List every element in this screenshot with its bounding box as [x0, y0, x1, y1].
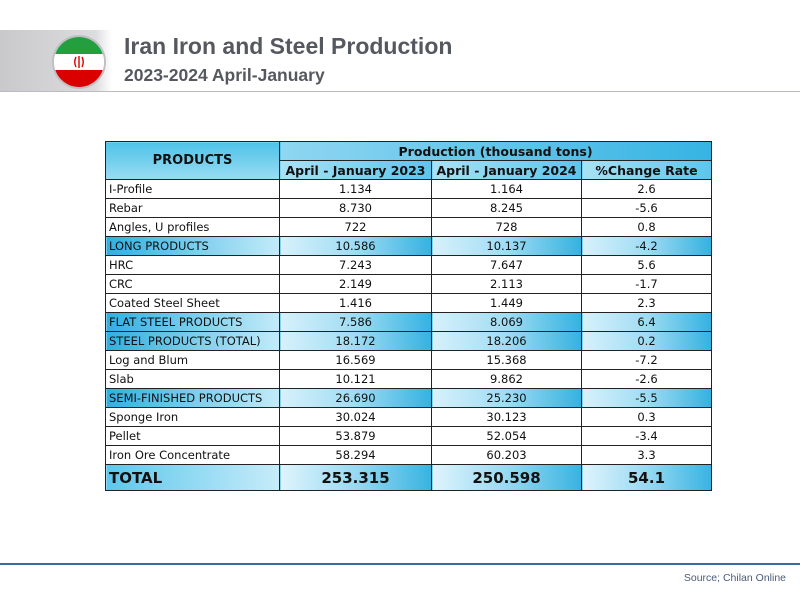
- product-name: Coated Steel Sheet: [105, 293, 280, 313]
- column-header-2024: April - January 2024: [431, 160, 582, 180]
- product-name: Rebar: [105, 198, 280, 218]
- product-name: Slab: [105, 369, 280, 389]
- products-column-header: PRODUCTS: [105, 141, 280, 180]
- value-2023: 1.416: [279, 293, 432, 313]
- total-change-rate: 54.1: [580, 464, 713, 491]
- value-2024: 25.230: [431, 388, 582, 408]
- footer-divider: [0, 563, 800, 565]
- value-2023: 10.121: [279, 369, 432, 389]
- total-row: TOTAL 253.315 250.598 54.1: [105, 464, 713, 491]
- total-label: TOTAL: [105, 464, 280, 491]
- product-name: Pellet: [105, 426, 280, 446]
- table-row: Log and Blum 16.569 15.368 -7.2: [105, 350, 713, 370]
- change-rate: -5.5: [580, 388, 713, 408]
- change-rate: -1.7: [580, 274, 713, 294]
- table-row: I-Profile 1.134 1.164 2.6: [105, 179, 713, 199]
- value-2023: 26.690: [279, 388, 432, 408]
- value-2023: 1.134: [279, 179, 432, 199]
- iran-emblem-icon: [74, 56, 84, 68]
- page-title: Iran Iron and Steel Production: [124, 33, 453, 59]
- value-2024: 18.206: [431, 331, 582, 351]
- value-2023: 10.586: [279, 236, 432, 256]
- table-row: Rebar 8.730 8.245 -5.6: [105, 198, 713, 218]
- product-name: STEEL PRODUCTS (TOTAL): [105, 331, 280, 351]
- value-2024: 10.137: [431, 236, 582, 256]
- product-name: FLAT STEEL PRODUCTS: [105, 312, 280, 332]
- total-2023: 253.315: [279, 464, 432, 491]
- table-row: Pellet 53.879 52.054 -3.4: [105, 426, 713, 446]
- value-2024: 8.069: [431, 312, 582, 332]
- source-credit: Source; Chilan Online: [683, 572, 786, 584]
- value-2024: 30.123: [431, 407, 582, 427]
- page-subtitle: 2023-2024 April-January: [124, 65, 325, 85]
- value-2023: 58.294: [279, 445, 432, 465]
- value-2024: 60.203: [431, 445, 582, 465]
- production-group-header: Production (thousand tons): [278, 141, 713, 161]
- table-row: HRC 7.243 7.647 5.6: [105, 255, 713, 275]
- product-name: Iron Ore Concentrate: [105, 445, 280, 465]
- change-rate: 0.3: [580, 407, 713, 427]
- change-rate: 0.2: [580, 331, 713, 351]
- table-row: CRC 2.149 2.113 -1.7: [105, 274, 713, 294]
- product-name: LONG PRODUCTS: [105, 236, 280, 256]
- value-2024: 1.164: [431, 179, 582, 199]
- change-rate: -3.4: [580, 426, 713, 446]
- total-2024: 250.598: [431, 464, 582, 491]
- value-2024: 9.862: [431, 369, 582, 389]
- value-2024: 8.245: [431, 198, 582, 218]
- column-header-change-rate: %Change Rate: [580, 160, 713, 180]
- subtotal-row: LONG PRODUCTS 10.586 10.137 -4.2: [105, 236, 713, 256]
- product-name: Sponge Iron: [105, 407, 280, 427]
- value-2024: 52.054: [431, 426, 582, 446]
- change-rate: 3.3: [580, 445, 713, 465]
- change-rate: 6.4: [580, 312, 713, 332]
- table-row: Angles, U profiles 722 728 0.8: [105, 217, 713, 237]
- subtotal-row: FLAT STEEL PRODUCTS 7.586 8.069 6.4: [105, 312, 713, 332]
- value-2023: 16.569: [279, 350, 432, 370]
- value-2023: 18.172: [279, 331, 432, 351]
- change-rate: -5.6: [580, 198, 713, 218]
- table-body: I-Profile 1.134 1.164 2.6 Rebar 8.730 8.245 -5…: [105, 179, 713, 491]
- product-name: HRC: [105, 255, 280, 275]
- product-name: SEMI-FINISHED PRODUCTS: [105, 388, 280, 408]
- value-2023: 2.149: [279, 274, 432, 294]
- value-2024: 2.113: [431, 274, 582, 294]
- subtotal-row: SEMI-FINISHED PRODUCTS 26.690 25.230 -5.5: [105, 388, 713, 408]
- change-rate: -7.2: [580, 350, 713, 370]
- header-band: [0, 30, 800, 92]
- table-row: Sponge Iron 30.024 30.123 0.3: [105, 407, 713, 427]
- table-row: Coated Steel Sheet 1.416 1.449 2.3: [105, 293, 713, 313]
- change-rate: 5.6: [580, 255, 713, 275]
- column-header-2023: April - January 2023: [279, 160, 432, 180]
- table-row: Iron Ore Concentrate 58.294 60.203 3.3: [105, 445, 713, 465]
- change-rate: -4.2: [580, 236, 713, 256]
- iran-flag-icon: [54, 37, 104, 87]
- product-name: CRC: [105, 274, 280, 294]
- value-2023: 30.024: [279, 407, 432, 427]
- change-rate: -2.6: [580, 369, 713, 389]
- value-2024: 15.368: [431, 350, 582, 370]
- value-2024: 1.449: [431, 293, 582, 313]
- product-name: Log and Blum: [105, 350, 280, 370]
- product-name: I-Profile: [105, 179, 280, 199]
- value-2023: 8.730: [279, 198, 432, 218]
- table-row: Slab 10.121 9.862 -2.6: [105, 369, 713, 389]
- value-2023: 7.243: [279, 255, 432, 275]
- change-rate: 0.8: [580, 217, 713, 237]
- value-2024: 728: [431, 217, 582, 237]
- product-name: Angles, U profiles: [105, 217, 280, 237]
- value-2024: 7.647: [431, 255, 582, 275]
- value-2023: 53.879: [279, 426, 432, 446]
- subtotal-row: STEEL PRODUCTS (TOTAL) 18.172 18.206 0.2: [105, 331, 713, 351]
- change-rate: 2.3: [580, 293, 713, 313]
- change-rate: 2.6: [580, 179, 713, 199]
- value-2023: 7.586: [279, 312, 432, 332]
- production-table: PRODUCTS Production (thousand tons) Apri…: [105, 141, 713, 491]
- value-2023: 722: [279, 217, 432, 237]
